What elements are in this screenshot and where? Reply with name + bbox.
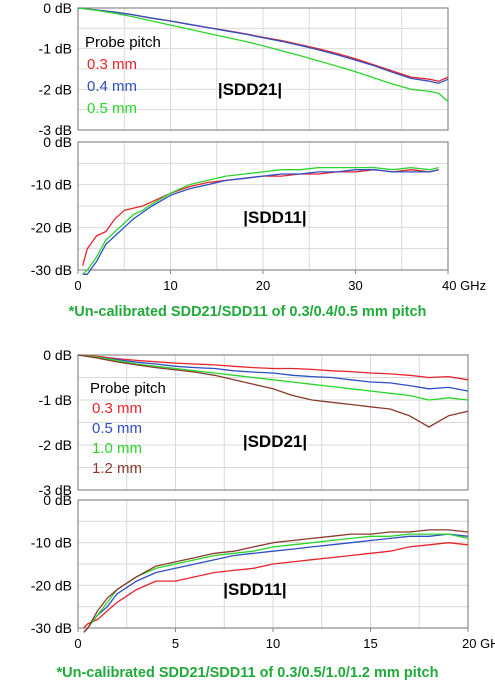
y-tick-label: 0 dB bbox=[43, 347, 72, 363]
legend-title: Probe pitch bbox=[90, 380, 166, 397]
legend: Probe pitch 0.3 mm 0.5 mm 1.0 mm 1.2 mm bbox=[90, 380, 166, 477]
x-tick-label: 10 bbox=[163, 278, 177, 293]
legend-entry: 0.3 mm bbox=[92, 400, 142, 417]
x-tick-label: 20 bbox=[256, 278, 270, 293]
x-tick-label: 20 GHz bbox=[462, 636, 495, 651]
series-line-1-0-mm bbox=[83, 533, 469, 633]
x-tick-label: 0 bbox=[74, 278, 81, 293]
x-tick-label: 0 bbox=[74, 636, 81, 651]
plot-frame bbox=[77, 354, 469, 491]
legend-title: Probe pitch bbox=[85, 34, 161, 51]
chart-panel-3: 0 dB -1 dB -2 dB -3 dB |SDD21| Probe pitch 0.3… bbox=[39, 347, 469, 498]
chart-panel-2: 0 dB -10 dB -20 dB -30 dB0 10 20 30 40 GHz |SDD1… bbox=[31, 134, 486, 293]
panel-title: |SDD21| bbox=[218, 80, 282, 99]
caption-top: *Un-calibrated SDD21/SDD11 of 0.3/0.4/0.… bbox=[68, 304, 427, 320]
y-tick-label: -10 dB bbox=[31, 535, 72, 551]
y-tick-label: -20 dB bbox=[31, 577, 72, 593]
legend: Probe pitch 0.3 mm 0.4 mm 0.5 mm bbox=[85, 34, 161, 117]
x-tick-label: 10 bbox=[266, 636, 280, 651]
legend-entry: 0.5 mm bbox=[87, 100, 137, 117]
panel-title: |SDD11| bbox=[243, 208, 306, 227]
series-line-0-5-mm bbox=[77, 7, 449, 102]
y-tick-label: 0 dB bbox=[43, 492, 72, 508]
y-tick-label: -3 dB bbox=[39, 482, 72, 498]
y-tick-label: -3 dB bbox=[39, 122, 72, 138]
chart-panel-1: 0 dB -1 dB -2 dB -3 dB |SDD21| Probe pitch 0.3… bbox=[39, 0, 449, 138]
y-tick-label: -10 dB bbox=[31, 177, 72, 193]
y-tick-label: -30 dB bbox=[31, 620, 72, 636]
x-tick-label: 15 bbox=[363, 636, 377, 651]
y-tick-label: -1 dB bbox=[39, 392, 72, 408]
legend-entry: 0.4 mm bbox=[87, 78, 137, 95]
y-tick-label: -2 dB bbox=[39, 81, 72, 97]
y-tick-label: 0 dB bbox=[43, 134, 72, 150]
panel-title: |SDD21| bbox=[243, 432, 307, 451]
series-line-0-4-mm bbox=[82, 169, 439, 275]
series-line-0-3-mm bbox=[83, 542, 469, 629]
series-line-0-5-mm bbox=[83, 533, 469, 633]
series-line-0-5-mm bbox=[82, 166, 439, 275]
legend-entry: 0.5 mm bbox=[92, 420, 142, 437]
x-tick-label: 30 bbox=[348, 278, 362, 293]
series-line-0-3-mm bbox=[77, 354, 469, 381]
series-line-0-5-mm bbox=[77, 354, 469, 392]
y-tick-label: -2 dB bbox=[39, 437, 72, 453]
series-line-1-2-mm bbox=[77, 354, 469, 428]
y-tick-label: 0 dB bbox=[43, 0, 72, 16]
legend-entry: 1.0 mm bbox=[92, 440, 142, 457]
series-line-0-4-mm bbox=[77, 7, 449, 84]
legend-entry: 0.3 mm bbox=[87, 56, 137, 73]
y-tick-label: -30 dB bbox=[31, 262, 72, 278]
series-line-1-2-mm bbox=[83, 529, 469, 633]
panel-title: |SDD11| bbox=[223, 580, 286, 599]
y-tick-label: -20 dB bbox=[31, 219, 72, 235]
series-line-1-0-mm bbox=[77, 354, 469, 401]
chart-panel-4: 0 dB -10 dB -20 dB -30 dB0 5 10 15 20 GHz |SDD11… bbox=[31, 492, 495, 651]
x-tick-label: 5 bbox=[172, 636, 179, 651]
plot-frame bbox=[77, 7, 449, 131]
x-tick-label: 40 GHz bbox=[442, 278, 486, 293]
y-tick-label: -1 dB bbox=[39, 41, 72, 57]
legend-entry: 1.2 mm bbox=[92, 460, 142, 477]
caption-bottom: *Un-calibrated SDD21/SDD11 of 0.3/0.5/1.… bbox=[56, 665, 439, 681]
